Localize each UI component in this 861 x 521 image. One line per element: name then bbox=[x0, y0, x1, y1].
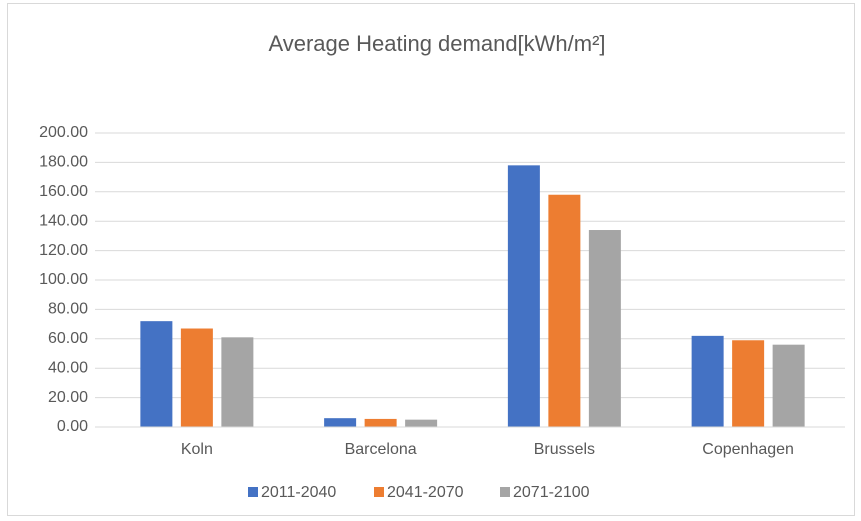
y-tick-label: 0.00 bbox=[57, 418, 88, 435]
y-tick-label: 60.00 bbox=[48, 330, 88, 347]
legend-swatch bbox=[500, 487, 510, 497]
y-tick-label: 40.00 bbox=[48, 359, 88, 376]
chart-border bbox=[7, 3, 855, 516]
x-tick-label: Barcelona bbox=[345, 441, 417, 458]
bar bbox=[732, 340, 765, 427]
y-tick-label: 120.00 bbox=[39, 242, 88, 259]
bar bbox=[548, 194, 581, 427]
y-tick-label: 100.00 bbox=[39, 271, 88, 288]
y-tick-label: 180.00 bbox=[39, 154, 88, 171]
bar bbox=[588, 230, 621, 427]
bar bbox=[324, 418, 357, 427]
bar bbox=[691, 335, 724, 427]
bar bbox=[364, 418, 397, 427]
bar bbox=[180, 328, 213, 427]
bar bbox=[221, 337, 254, 427]
legend-swatch bbox=[374, 487, 384, 497]
x-tick-label: Copenhagen bbox=[702, 441, 794, 458]
legend-label: 2011-2040 bbox=[261, 484, 336, 501]
y-tick-label: 20.00 bbox=[48, 389, 88, 406]
x-tick-label: Brussels bbox=[534, 441, 595, 458]
legend-label: 2071-2100 bbox=[513, 484, 590, 501]
legend-swatch bbox=[248, 487, 258, 497]
chart-title: Average Heating demand[kWh/m²] bbox=[268, 31, 605, 56]
legend-label: 2041-2070 bbox=[387, 484, 464, 501]
bar bbox=[405, 419, 438, 427]
bar bbox=[772, 344, 805, 427]
y-tick-label: 140.00 bbox=[39, 212, 88, 229]
y-tick-label: 80.00 bbox=[48, 301, 88, 318]
bar bbox=[507, 165, 540, 427]
y-tick-label: 200.00 bbox=[39, 124, 88, 141]
bar bbox=[140, 321, 173, 427]
y-tick-label: 160.00 bbox=[39, 183, 88, 200]
x-tick-label: Koln bbox=[181, 441, 213, 458]
